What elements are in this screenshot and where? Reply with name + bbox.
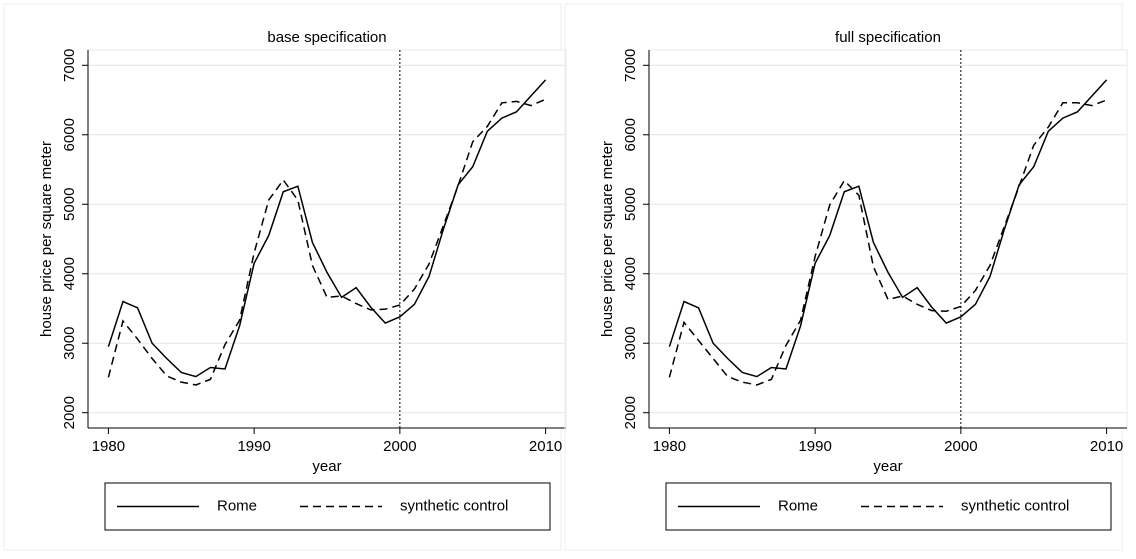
y-tick-label: 4000 xyxy=(622,257,639,290)
legend-label: Rome xyxy=(778,497,818,514)
legend-label: Rome xyxy=(217,497,257,514)
x-axis-label: year xyxy=(312,458,341,475)
y-axis-label: house price per square meter xyxy=(599,141,616,337)
legend-label: synthetic control xyxy=(400,497,508,514)
y-axis-label: house price per square meter xyxy=(38,141,55,337)
x-tick-label: 1980 xyxy=(92,438,125,455)
y-tick-label: 3000 xyxy=(61,327,78,360)
y-tick-label: 6000 xyxy=(622,118,639,151)
series-line xyxy=(668,99,1107,386)
x-tick-label: 1990 xyxy=(237,438,270,455)
y-tick-label: 3000 xyxy=(622,327,639,360)
x-tick-label: 2000 xyxy=(944,438,977,455)
series-line xyxy=(107,98,546,386)
series-line xyxy=(668,79,1108,378)
chart-title: base specification xyxy=(267,29,386,46)
chart-title: full specification xyxy=(835,29,941,46)
y-tick-label: 5000 xyxy=(61,188,78,221)
x-tick-label: 2010 xyxy=(529,438,562,455)
series-line xyxy=(107,79,547,378)
x-tick-label: 1980 xyxy=(653,438,686,455)
x-tick-label: 2010 xyxy=(1090,438,1123,455)
x-axis-label: year xyxy=(873,458,902,475)
y-tick-label: 7000 xyxy=(622,49,639,82)
y-tick-label: 5000 xyxy=(622,188,639,221)
x-tick-label: 2000 xyxy=(383,438,416,455)
y-tick-label: 2000 xyxy=(622,396,639,429)
legend-label: synthetic control xyxy=(961,497,1069,514)
y-tick-label: 4000 xyxy=(61,257,78,290)
plot-area xyxy=(648,49,1128,429)
y-tick-label: 2000 xyxy=(61,396,78,429)
y-tick-label: 6000 xyxy=(61,118,78,151)
x-tick-label: 1990 xyxy=(798,438,831,455)
plot-area xyxy=(87,49,567,429)
y-tick-label: 7000 xyxy=(61,49,78,82)
